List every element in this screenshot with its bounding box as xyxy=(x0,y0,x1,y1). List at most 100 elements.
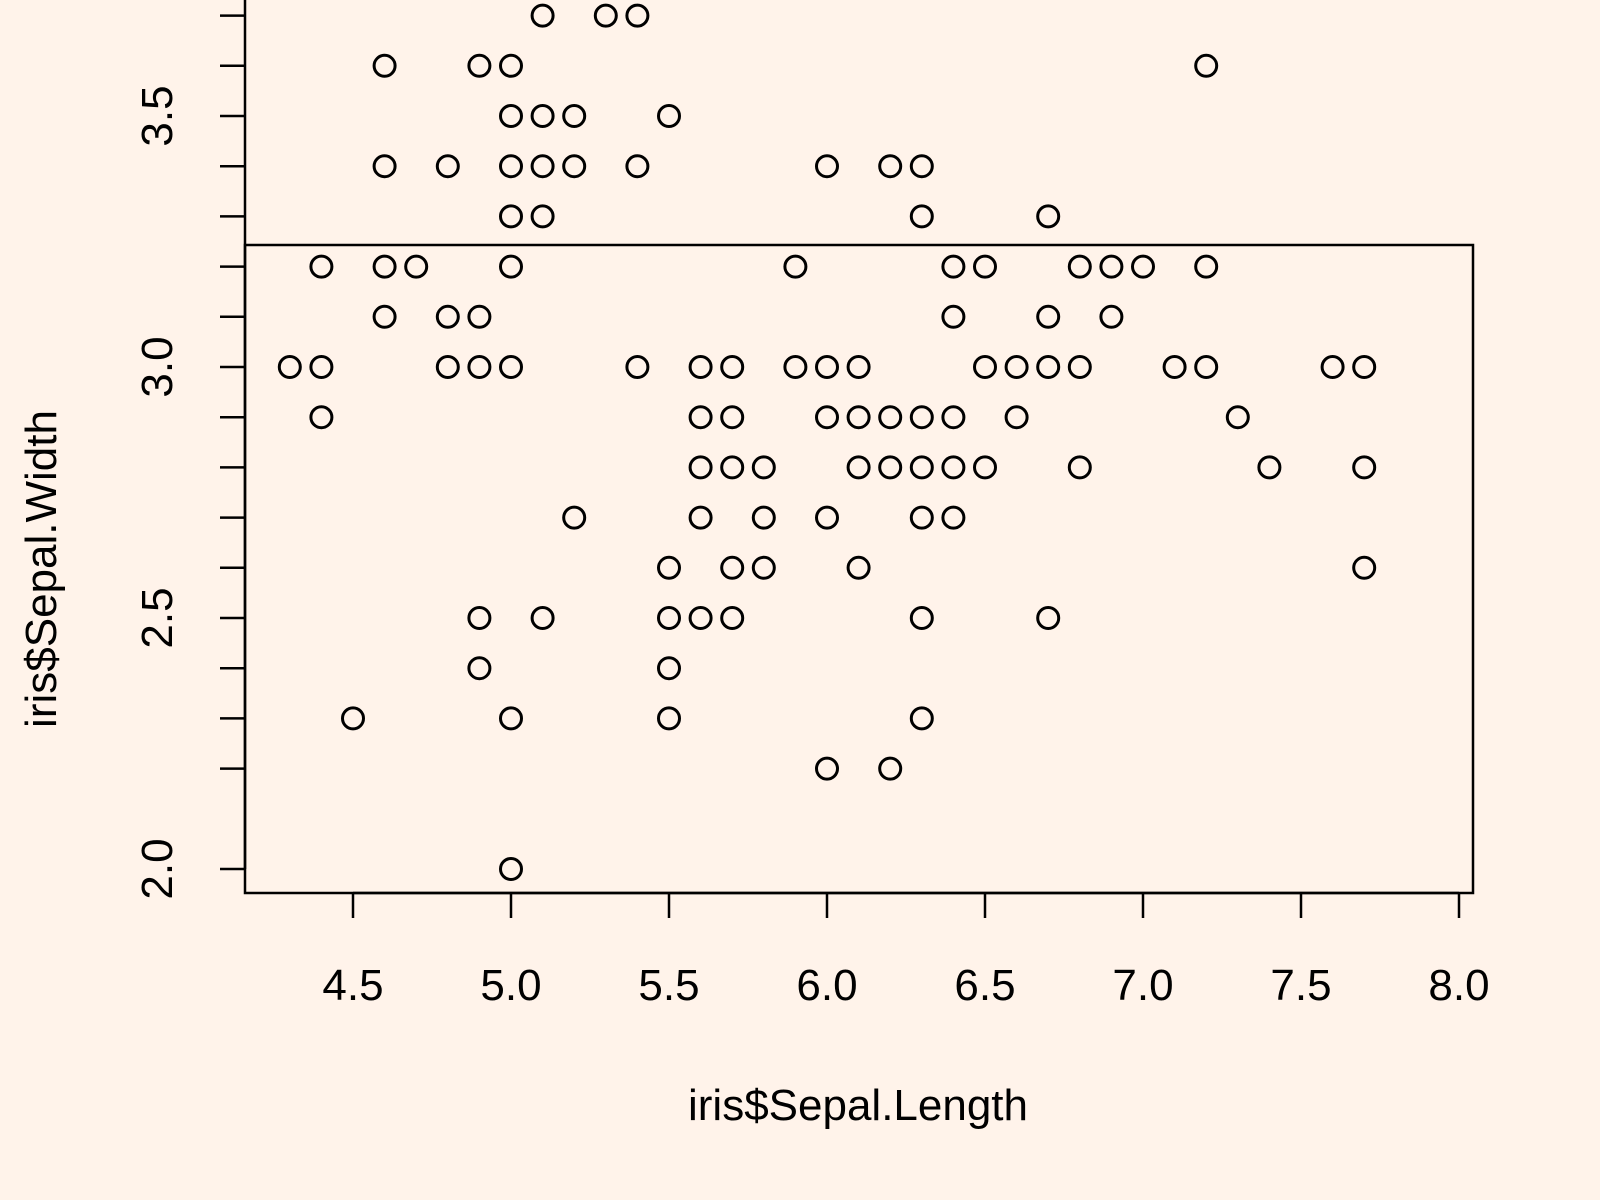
data-point xyxy=(467,355,492,379)
data-point xyxy=(815,154,839,179)
y-axis-title: iris$Sepal.Width xyxy=(17,410,66,728)
data-point xyxy=(499,154,523,179)
data-point xyxy=(1162,355,1187,379)
data-point xyxy=(341,706,365,731)
data-point xyxy=(435,154,460,179)
data-point xyxy=(467,304,492,329)
x-tick-label: 4.5 xyxy=(322,961,383,1010)
data-point xyxy=(625,154,650,179)
data-point xyxy=(688,606,713,630)
data-point xyxy=(720,355,745,379)
data-point xyxy=(499,104,523,128)
data-point xyxy=(909,505,934,530)
data-point xyxy=(941,505,966,530)
data-point xyxy=(751,555,776,580)
y-axis: 2.02.53.03.54.0 xyxy=(133,0,247,900)
data-point xyxy=(1067,254,1092,279)
data-point xyxy=(499,706,523,731)
data-point xyxy=(530,3,555,28)
data-point xyxy=(467,656,492,681)
data-point xyxy=(846,455,871,480)
data-point xyxy=(562,154,587,179)
data-point xyxy=(720,555,745,580)
data-point xyxy=(1099,254,1124,279)
data-point xyxy=(878,756,903,781)
data-point xyxy=(1194,355,1219,379)
data-point xyxy=(878,154,903,179)
x-tick-label: 7.0 xyxy=(1112,961,1173,1010)
data-point xyxy=(1194,53,1219,78)
data-point xyxy=(815,756,839,781)
data-point xyxy=(720,405,745,430)
x-tick-label: 7.5 xyxy=(1270,961,1331,1010)
data-point xyxy=(1036,304,1061,329)
data-point xyxy=(815,355,839,379)
data-point xyxy=(720,455,745,480)
data-point xyxy=(499,857,523,881)
data-point xyxy=(530,154,555,179)
data-point xyxy=(688,355,713,379)
x-tick-label: 8.0 xyxy=(1428,961,1489,1010)
data-point xyxy=(973,355,997,379)
data-point xyxy=(1004,405,1029,430)
data-point xyxy=(499,53,523,78)
data-point xyxy=(1131,254,1155,279)
data-point xyxy=(499,355,523,379)
data-point xyxy=(783,355,808,379)
data-point xyxy=(846,555,871,580)
data-point xyxy=(1257,455,1282,480)
data-point xyxy=(1352,455,1377,480)
data-point xyxy=(277,355,302,379)
data-point xyxy=(909,606,934,630)
data-point xyxy=(562,505,587,530)
data-point xyxy=(941,405,966,430)
data-point xyxy=(530,606,555,630)
data-point xyxy=(941,455,966,480)
data-point xyxy=(815,505,839,530)
data-point xyxy=(309,405,334,430)
data-point xyxy=(1320,355,1345,379)
data-point xyxy=(751,455,776,480)
data-point xyxy=(815,405,839,430)
y-tick-label: 3.0 xyxy=(133,336,182,397)
data-point xyxy=(530,104,555,128)
data-point xyxy=(1036,606,1061,630)
data-point xyxy=(1194,254,1219,279)
x-tick-label: 5.5 xyxy=(638,961,699,1010)
data-points xyxy=(277,3,1377,881)
data-point xyxy=(751,505,776,530)
y-tick-label: 2.0 xyxy=(133,838,182,899)
data-point xyxy=(435,304,460,329)
data-point xyxy=(467,606,492,630)
data-point xyxy=(404,254,429,279)
data-point xyxy=(372,53,397,78)
data-point xyxy=(688,455,713,480)
data-point xyxy=(372,154,397,179)
data-point xyxy=(1352,555,1377,580)
data-point xyxy=(625,3,650,28)
data-point xyxy=(688,505,713,530)
data-point xyxy=(562,104,587,128)
data-point xyxy=(309,254,334,279)
data-point xyxy=(625,355,650,379)
x-tick-label: 6.0 xyxy=(796,961,857,1010)
data-point xyxy=(909,154,934,179)
data-point xyxy=(973,455,997,480)
data-point xyxy=(783,254,808,279)
data-point xyxy=(1099,304,1124,329)
data-point xyxy=(941,254,966,279)
data-point xyxy=(657,606,681,630)
data-point xyxy=(593,3,618,28)
data-point xyxy=(1067,355,1092,379)
data-point xyxy=(657,656,681,681)
data-point xyxy=(909,204,934,229)
data-point xyxy=(846,405,871,430)
data-point xyxy=(657,104,681,128)
data-point xyxy=(1067,455,1092,480)
data-point xyxy=(909,405,934,430)
x-axis: 4.5 5.0 5.5 6.0 6.5 7.0 7.5 8.0 xyxy=(322,891,1490,1010)
x-axis-title: iris$Sepal.Length xyxy=(688,1081,1028,1130)
data-point xyxy=(720,606,745,630)
data-point xyxy=(688,405,713,430)
